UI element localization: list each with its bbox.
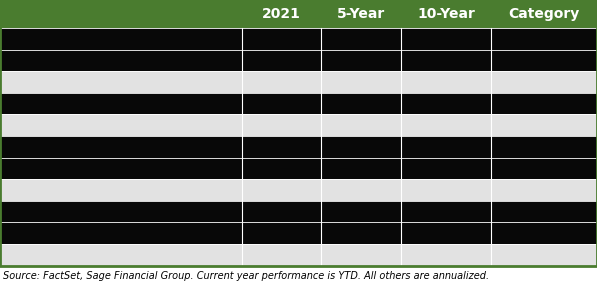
- Bar: [401, 71, 491, 93]
- Bar: [0, 179, 242, 201]
- Bar: [0, 244, 242, 266]
- Bar: [401, 114, 491, 136]
- Bar: [401, 136, 491, 158]
- Bar: [0, 222, 242, 244]
- Text: 2021: 2021: [262, 7, 301, 21]
- Bar: [401, 50, 491, 71]
- Bar: [491, 28, 597, 50]
- Bar: [321, 71, 401, 93]
- Bar: [242, 222, 321, 244]
- Bar: [0, 158, 242, 179]
- Bar: [321, 158, 401, 179]
- Bar: [242, 201, 321, 222]
- Bar: [491, 71, 597, 93]
- Bar: [321, 28, 401, 50]
- Bar: [491, 201, 597, 222]
- Bar: [242, 179, 321, 201]
- Bar: [321, 93, 401, 114]
- Bar: [401, 158, 491, 179]
- Bar: [491, 50, 597, 71]
- Bar: [242, 71, 321, 93]
- Text: Category: Category: [509, 7, 580, 21]
- Bar: [321, 179, 401, 201]
- Bar: [321, 244, 401, 266]
- Bar: [0, 93, 242, 114]
- Text: 10-Year: 10-Year: [417, 7, 475, 21]
- Bar: [321, 0, 401, 28]
- Bar: [0, 71, 242, 93]
- Bar: [491, 158, 597, 179]
- Bar: [401, 244, 491, 266]
- Bar: [491, 244, 597, 266]
- Bar: [0, 136, 242, 158]
- Bar: [242, 28, 321, 50]
- Bar: [401, 0, 491, 28]
- Bar: [321, 136, 401, 158]
- Bar: [242, 158, 321, 179]
- Bar: [491, 93, 597, 114]
- Bar: [401, 179, 491, 201]
- Bar: [321, 50, 401, 71]
- Bar: [491, 179, 597, 201]
- Bar: [242, 244, 321, 266]
- Bar: [242, 93, 321, 114]
- Bar: [321, 114, 401, 136]
- Bar: [242, 114, 321, 136]
- Bar: [242, 0, 321, 28]
- Bar: [491, 136, 597, 158]
- Bar: [321, 201, 401, 222]
- Bar: [401, 201, 491, 222]
- Bar: [401, 93, 491, 114]
- Bar: [491, 0, 597, 28]
- Bar: [401, 28, 491, 50]
- Text: 5-Year: 5-Year: [337, 7, 385, 21]
- Bar: [0, 50, 242, 71]
- Bar: [321, 222, 401, 244]
- Bar: [242, 50, 321, 71]
- Bar: [401, 222, 491, 244]
- Bar: [0, 201, 242, 222]
- Bar: [491, 222, 597, 244]
- Bar: [242, 136, 321, 158]
- Bar: [0, 0, 242, 28]
- Bar: [491, 114, 597, 136]
- Bar: [0, 28, 242, 50]
- Text: Source: FactSet, Sage Financial Group. Current year performance is YTD. All othe: Source: FactSet, Sage Financial Group. C…: [3, 271, 489, 281]
- Bar: [0, 114, 242, 136]
